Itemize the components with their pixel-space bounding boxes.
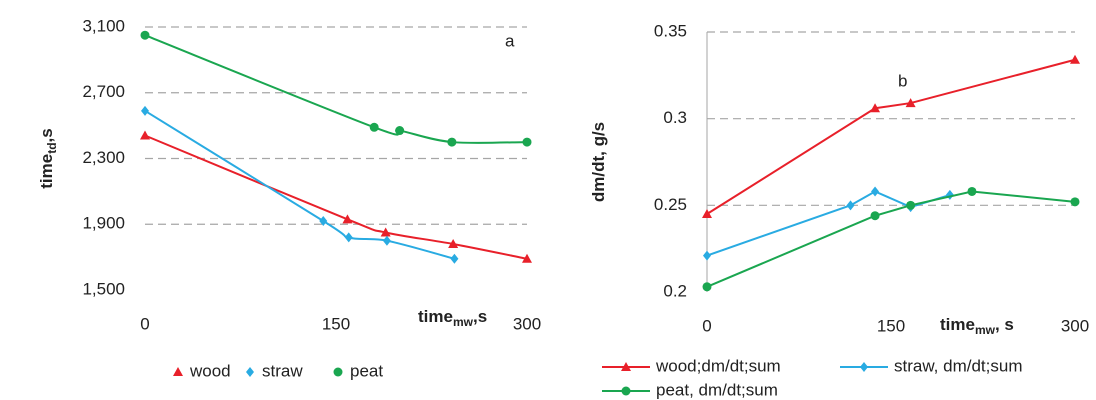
legend-marker [333, 367, 343, 377]
legend-marker [860, 362, 868, 372]
axis-label-part: ,s [473, 307, 487, 326]
marker [319, 215, 328, 226]
series-line [706, 190, 951, 257]
legend-label: straw, dm/dt;sum [894, 356, 1022, 375]
legend-marker [246, 367, 254, 377]
y-tick-label: 0.3 [663, 108, 687, 127]
axis-label-part: time [940, 315, 975, 334]
marker [447, 137, 457, 147]
marker [703, 250, 711, 261]
axis-label: timemw, s [940, 315, 1014, 337]
marker [967, 186, 977, 196]
marker [1070, 54, 1080, 64]
legend-marker [173, 367, 183, 376]
axis-label: timemw,s [418, 307, 487, 329]
axis-label-part: dm/dt, g/s [589, 122, 608, 202]
axis-label-part: mw [453, 315, 474, 329]
axis-label: dm/dt, g/s [589, 122, 608, 202]
legend-marker [621, 362, 631, 371]
marker [522, 137, 532, 147]
x-tick-label: 150 [322, 314, 350, 333]
marker [522, 253, 532, 263]
y-tick-label: 1,500 [82, 279, 125, 298]
marker [140, 30, 150, 40]
marker [382, 235, 391, 246]
x-tick-label: 0 [140, 314, 149, 333]
axis-label-part: time [418, 307, 453, 326]
legend-label: peat, dm/dt;sum [656, 380, 778, 399]
marker [702, 282, 712, 292]
y-tick-label: 1,900 [82, 214, 125, 233]
axis-label-part: td [45, 142, 59, 153]
y-tick-label: 0.25 [654, 195, 687, 214]
annotation: b [898, 71, 907, 90]
legend-label: peat [350, 361, 383, 380]
axis-label-part: mw [975, 323, 996, 337]
marker [702, 209, 712, 218]
marker [450, 253, 459, 264]
marker [846, 200, 855, 211]
legend-marker [621, 386, 631, 396]
marker [369, 122, 379, 132]
marker [342, 214, 353, 224]
x-tick-label: 300 [1061, 316, 1089, 335]
legend-label: wood [189, 361, 231, 380]
y-tick-label: 2,700 [82, 82, 125, 101]
y-tick-label: 2,300 [82, 148, 125, 167]
marker [140, 130, 150, 140]
marker [906, 200, 916, 210]
x-tick-label: 0 [702, 316, 711, 335]
axis-label: timetd,s [37, 128, 59, 188]
y-tick-label: 0.2 [663, 281, 687, 300]
marker [870, 103, 881, 113]
series-line [144, 109, 455, 260]
y-tick-label: 3,100 [82, 16, 125, 35]
marker [141, 105, 149, 116]
marker [380, 227, 391, 237]
series-line [144, 134, 528, 260]
marker [871, 186, 880, 197]
legend-label: wood;dm/dt;sum [655, 356, 781, 375]
marker [1070, 197, 1080, 207]
legend-label: straw [262, 361, 303, 380]
marker [905, 98, 916, 108]
y-tick-label: 0.35 [654, 21, 687, 40]
marker [344, 232, 353, 243]
series-line [706, 58, 1076, 215]
x-tick-label: 150 [877, 316, 905, 335]
axis-label-part: , s [995, 315, 1014, 334]
series-line [144, 34, 528, 144]
marker [448, 238, 459, 248]
marker [395, 126, 405, 136]
annotation: a [505, 31, 515, 50]
axis-label-part: ,s [37, 128, 56, 142]
marker [870, 211, 880, 221]
x-tick-label: 300 [513, 314, 541, 333]
axis-label-part: time [37, 154, 56, 189]
